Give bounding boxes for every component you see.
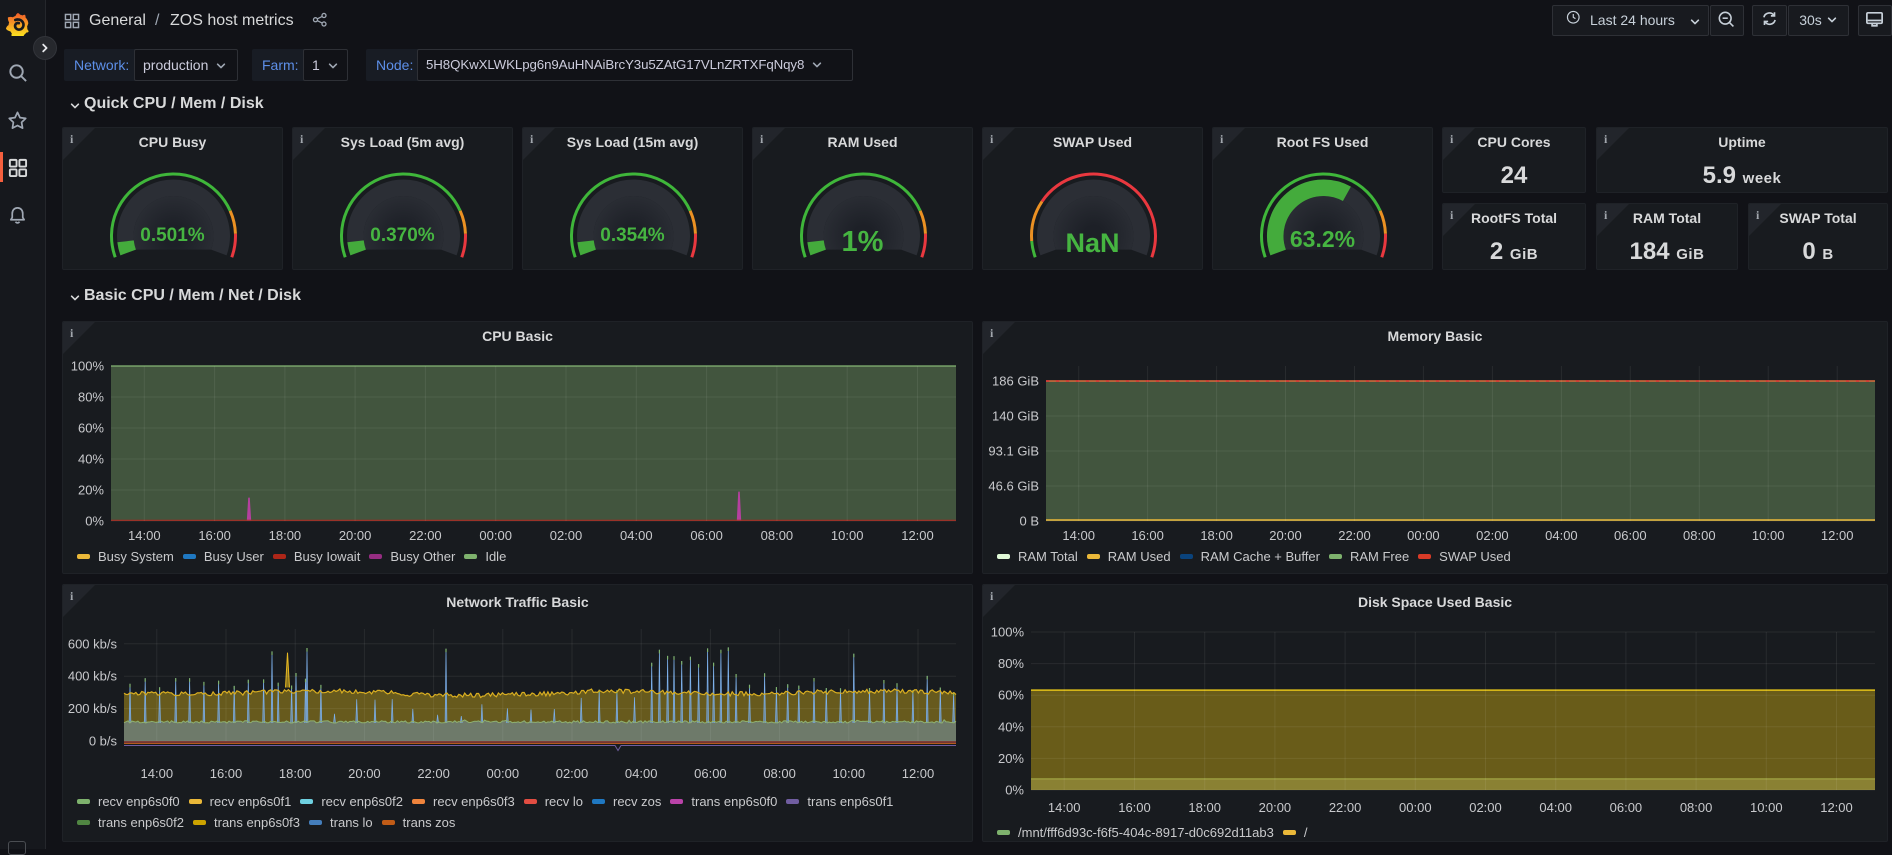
svg-text:14:00: 14:00: [141, 766, 174, 781]
svg-text:20:00: 20:00: [348, 766, 381, 781]
svg-text:12:00: 12:00: [901, 528, 934, 543]
svg-text:0 B: 0 B: [1019, 514, 1039, 529]
svg-text:02:00: 02:00: [1469, 800, 1502, 815]
svg-text:0 b/s: 0 b/s: [89, 734, 118, 749]
svg-text:00:00: 00:00: [487, 766, 520, 781]
svg-text:04:00: 04:00: [620, 528, 653, 543]
svg-text:10:00: 10:00: [831, 528, 864, 543]
svg-text:04:00: 04:00: [1545, 528, 1578, 543]
svg-text:200 kb/s: 200 kb/s: [68, 701, 118, 716]
svg-text:22:00: 22:00: [1338, 528, 1371, 543]
svg-text:10:00: 10:00: [1752, 528, 1785, 543]
svg-text:22:00: 22:00: [417, 766, 450, 781]
svg-text:06:00: 06:00: [690, 528, 723, 543]
svg-text:600 kb/s: 600 kb/s: [68, 636, 118, 651]
svg-text:08:00: 08:00: [1680, 800, 1713, 815]
svg-text:20%: 20%: [998, 751, 1024, 766]
svg-text:20:00: 20:00: [1269, 528, 1302, 543]
svg-text:93.1 GiB: 93.1 GiB: [988, 444, 1039, 459]
svg-text:04:00: 04:00: [625, 766, 658, 781]
svg-text:20:00: 20:00: [1259, 800, 1292, 815]
svg-text:18:00: 18:00: [1188, 800, 1221, 815]
svg-text:80%: 80%: [998, 656, 1024, 671]
svg-text:400 kb/s: 400 kb/s: [68, 669, 118, 684]
svg-text:20:00: 20:00: [339, 528, 372, 543]
svg-text:22:00: 22:00: [409, 528, 442, 543]
svg-text:100%: 100%: [71, 359, 105, 374]
svg-text:16:00: 16:00: [198, 528, 231, 543]
svg-text:00:00: 00:00: [479, 528, 512, 543]
svg-text:16:00: 16:00: [210, 766, 243, 781]
svg-text:60%: 60%: [78, 421, 104, 436]
svg-text:140 GiB: 140 GiB: [992, 409, 1039, 424]
svg-text:186 GiB: 186 GiB: [992, 374, 1039, 389]
svg-text:08:00: 08:00: [761, 528, 794, 543]
svg-text:04:00: 04:00: [1539, 800, 1572, 815]
svg-text:80%: 80%: [78, 390, 104, 405]
svg-text:14:00: 14:00: [1048, 800, 1081, 815]
svg-text:100%: 100%: [991, 625, 1025, 640]
svg-text:46.6 GiB: 46.6 GiB: [988, 479, 1039, 494]
svg-text:18:00: 18:00: [1200, 528, 1233, 543]
svg-text:16:00: 16:00: [1118, 800, 1151, 815]
svg-text:60%: 60%: [998, 688, 1024, 703]
svg-text:22:00: 22:00: [1329, 800, 1362, 815]
svg-text:06:00: 06:00: [1614, 528, 1647, 543]
svg-text:0%: 0%: [1005, 783, 1024, 798]
svg-text:12:00: 12:00: [1820, 800, 1853, 815]
svg-text:06:00: 06:00: [694, 766, 727, 781]
svg-text:12:00: 12:00: [902, 766, 935, 781]
svg-text:08:00: 08:00: [763, 766, 796, 781]
svg-text:40%: 40%: [998, 719, 1024, 734]
svg-text:14:00: 14:00: [128, 528, 161, 543]
svg-text:06:00: 06:00: [1610, 800, 1643, 815]
svg-text:02:00: 02:00: [550, 528, 583, 543]
svg-text:14:00: 14:00: [1062, 528, 1095, 543]
svg-text:10:00: 10:00: [1750, 800, 1783, 815]
svg-text:02:00: 02:00: [556, 766, 589, 781]
svg-text:18:00: 18:00: [279, 766, 312, 781]
svg-text:40%: 40%: [78, 452, 104, 467]
svg-text:02:00: 02:00: [1476, 528, 1509, 543]
svg-text:00:00: 00:00: [1407, 528, 1440, 543]
svg-text:18:00: 18:00: [269, 528, 302, 543]
svg-text:00:00: 00:00: [1399, 800, 1432, 815]
svg-text:12:00: 12:00: [1821, 528, 1854, 543]
svg-text:20%: 20%: [78, 483, 104, 498]
svg-text:08:00: 08:00: [1683, 528, 1716, 543]
svg-text:0%: 0%: [85, 514, 104, 529]
svg-text:10:00: 10:00: [833, 766, 866, 781]
svg-text:16:00: 16:00: [1131, 528, 1164, 543]
